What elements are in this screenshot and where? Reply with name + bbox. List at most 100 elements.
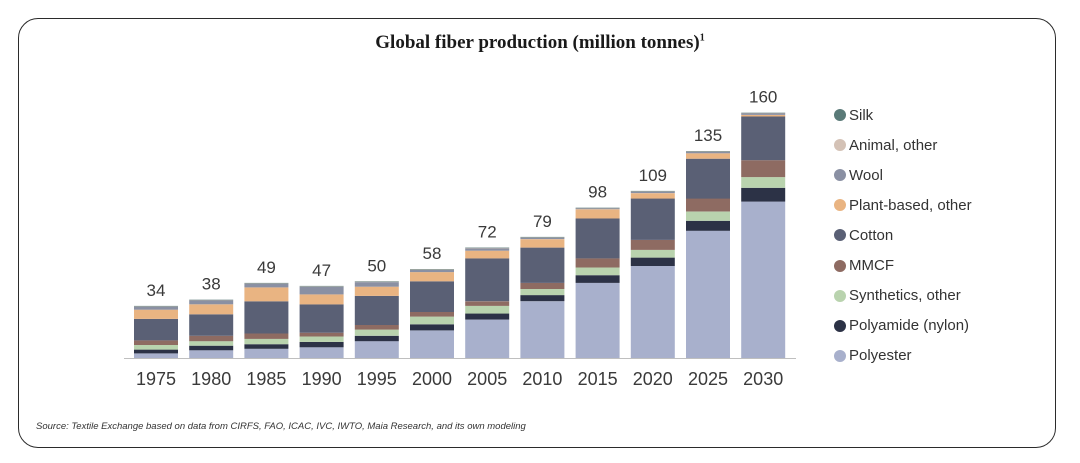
x-tick-label-2005: 2005	[467, 369, 507, 389]
bar-segment-silk-1990	[299, 285, 344, 287]
bar-segment-plant-based-other-2025	[686, 153, 730, 159]
total-label-2005: 72	[478, 223, 497, 242]
bar-segment-synthetics-other-1975	[134, 345, 178, 350]
bar-segment-cotton-1975	[134, 318, 178, 341]
bar-segment-synthetics-other-2020	[630, 249, 675, 258]
legend-item-wool: Wool	[834, 164, 883, 186]
bar-segment-silk-2030	[741, 112, 786, 114]
bar-segment-wool-1985	[244, 283, 289, 288]
total-label-1995: 50	[367, 256, 386, 275]
legend-item-polyester: Polyester	[834, 345, 912, 367]
legend-swatch	[834, 109, 846, 121]
bar-segment-animal-other-1980	[189, 300, 234, 301]
bar-segment-silk-2005	[465, 247, 510, 249]
bar-segment-polyester-2015	[575, 282, 620, 358]
legend-label: Silk	[849, 106, 874, 124]
bar-segment-polyester-1980	[189, 350, 234, 358]
bar-segment-animal-other-2030	[741, 113, 786, 114]
total-label-2025: 135	[694, 126, 722, 145]
bar-segment-polyamide-nylon--2020	[630, 257, 675, 266]
legend-item-animal-other: Animal, other	[834, 134, 937, 156]
x-tick-label-2015: 2015	[578, 369, 618, 389]
chart-title: Global fiber production (million tonnes)…	[375, 32, 705, 53]
bar-segment-wool-2020	[630, 191, 675, 194]
bar-segment-silk-2015	[575, 207, 620, 209]
bar-segment-animal-other-1990	[299, 286, 344, 287]
total-label-1980: 38	[202, 275, 221, 294]
bar-segment-silk-1980	[189, 299, 234, 301]
legend-swatch	[834, 259, 846, 272]
bar-segment-cotton-2020	[630, 198, 675, 240]
total-label-1985: 49	[257, 258, 276, 277]
bar-segment-polyamide-nylon--2025	[686, 220, 730, 231]
bar-segment-animal-other-1995	[354, 281, 399, 283]
bar-segment-plant-based-other-2030	[741, 115, 786, 117]
legend-label: MMCF	[849, 257, 894, 274]
x-tick-label-1995: 1995	[357, 369, 397, 389]
bar-segment-mmcf-1985	[244, 333, 289, 339]
bar-segment-mmcf-1975	[134, 340, 178, 345]
bar-segment-plant-based-other-2000	[410, 272, 454, 282]
x-tick-label-1980: 1980	[191, 369, 231, 389]
bar-segment-animal-other-2025	[686, 151, 730, 152]
title-footnote-marker: 1	[699, 32, 705, 44]
total-label-1990: 47	[312, 261, 331, 280]
bar-segment-cotton-2030	[741, 116, 786, 161]
x-tick-label-2030: 2030	[743, 369, 783, 389]
bar-segment-cotton-2000	[410, 281, 454, 312]
legend-label: Animal, other	[849, 136, 938, 154]
legend-item-mmcf: MMCF	[834, 255, 894, 277]
bar-segment-synthetics-other-2005	[465, 305, 510, 314]
bar-segment-wool-1995	[354, 282, 399, 287]
bar-segment-animal-other-2010	[520, 237, 565, 238]
bar-segment-animal-other-2005	[465, 247, 510, 249]
x-tick-label-1990: 1990	[302, 369, 342, 389]
bar-segment-animal-other-2020	[630, 191, 675, 192]
bar-segment-synthetics-other-2010	[520, 289, 565, 296]
bar-segment-polyester-2000	[410, 330, 454, 358]
bar-segment-cotton-1980	[189, 314, 234, 336]
bar-segment-polyamide-nylon--1980	[189, 345, 234, 351]
legend-label: Polyester	[849, 347, 912, 365]
bar-segment-synthetics-other-2015	[575, 267, 620, 276]
legend-swatch	[834, 199, 846, 212]
chart-card	[18, 18, 1056, 448]
legend-label: Polyamide (nylon)	[849, 317, 970, 335]
bar-segment-wool-2015	[575, 208, 620, 210]
bar-segment-mmcf-1995	[354, 325, 399, 330]
bar-segment-mmcf-2015	[575, 258, 620, 268]
bar-segment-synthetics-other-2000	[410, 316, 454, 325]
x-tick-label-1975: 1975	[136, 369, 176, 389]
bar-segment-synthetics-other-1995	[354, 329, 399, 336]
bar-segment-plant-based-other-2020	[630, 193, 675, 199]
bar-segment-wool-2000	[410, 269, 454, 273]
bar-segment-cotton-2025	[686, 158, 730, 199]
bar-segment-silk-1985	[244, 282, 289, 284]
x-tick-label-2025: 2025	[688, 369, 728, 389]
bar-segment-mmcf-2000	[410, 312, 454, 317]
bar-segment-mmcf-1990	[299, 332, 344, 337]
bar-segment-wool-2030	[741, 113, 786, 115]
bar-segment-polyester-1990	[299, 347, 344, 358]
bar-segment-cotton-1990	[299, 304, 344, 333]
bar-segment-silk-2010	[520, 236, 565, 238]
legend-label: Synthetics, other	[849, 287, 961, 305]
bar-segment-wool-2010	[520, 237, 565, 240]
bar-segment-plant-based-other-2010	[520, 239, 565, 248]
bar-segment-silk-1975	[134, 305, 178, 307]
bar-segment-animal-other-1975	[134, 306, 178, 307]
bar-segment-plant-based-other-1980	[189, 304, 234, 315]
legend-swatch	[834, 169, 846, 182]
bar-segment-cotton-2015	[575, 218, 620, 259]
bar-segment-silk-2020	[630, 190, 675, 192]
legend-label: Cotton	[849, 226, 894, 244]
legend-item-synthetics-other: Synthetics, other	[834, 285, 961, 307]
bar-segment-synthetics-other-2030	[741, 177, 786, 188]
bar-segment-wool-1990	[299, 286, 344, 295]
bar-segment-mmcf-2025	[686, 198, 730, 212]
legend-swatch	[834, 229, 846, 242]
bar-segment-plant-based-other-2015	[575, 209, 620, 219]
bar-segment-polyester-2010	[520, 301, 565, 358]
total-label-2030: 160	[749, 88, 777, 107]
